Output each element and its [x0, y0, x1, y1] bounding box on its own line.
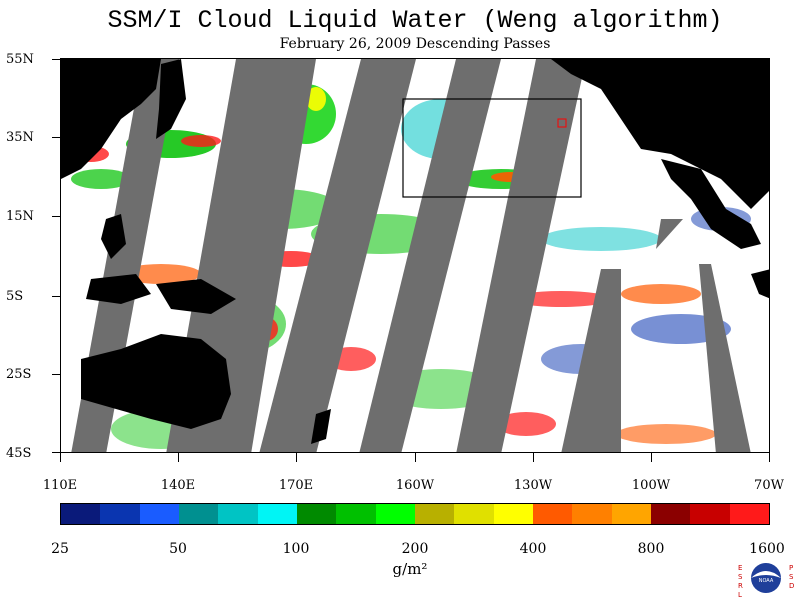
lon-label-100w: 100W [631, 478, 671, 493]
noaa-esrl-psd-logo: E S R L NOAA P S D [735, 556, 797, 600]
logo-letter-s: S [738, 573, 743, 581]
lat-label-5s: 5S [6, 289, 24, 304]
lat-tick [52, 296, 60, 297]
colorbar-cell-9 [414, 504, 455, 524]
logo-letter-l: L [738, 591, 742, 599]
lon-tick [60, 453, 61, 462]
colorbar-cell-5 [257, 504, 297, 524]
logo-noaa-text: NOAA [759, 578, 774, 584]
logo-letter-d: D [789, 582, 794, 590]
lat-label-35n: 35N [6, 130, 34, 145]
lat-tick [52, 374, 60, 375]
map-subtitle: February 26, 2009 Descending Passes [279, 36, 551, 52]
colorbar-cell-3 [178, 504, 219, 524]
map-plot-area [60, 58, 770, 453]
colorbar-cell-0 [61, 504, 101, 524]
logo-letter-r: R [738, 582, 743, 590]
lon-label-140e: 140E [160, 478, 196, 493]
lon-tick [651, 453, 652, 462]
lat-tick [52, 59, 60, 60]
lon-label-110e: 110E [42, 478, 78, 493]
colorbar-label-800: 800 [637, 541, 665, 557]
land-masses [61, 59, 769, 444]
colorbar-cell-6 [296, 504, 337, 524]
lon-label-70w: 70W [754, 478, 784, 493]
colorbar-label-100: 100 [282, 541, 310, 557]
lat-tick [52, 452, 60, 453]
noaa-emblem-icon [751, 563, 781, 593]
lon-tick [415, 453, 416, 462]
colorbar-cell-4 [218, 504, 258, 524]
lat-label-25s: 25S [6, 367, 32, 382]
colorbar-cell-8 [375, 504, 415, 524]
colorbar-cell-12 [532, 504, 573, 524]
lon-tick [178, 453, 179, 462]
colorbar-label-200: 200 [401, 541, 429, 557]
lon-label-130w: 130W [513, 478, 553, 493]
colorbar [60, 503, 770, 525]
colorbar-label-1600: 1600 [749, 541, 785, 557]
colorbar-cell-10 [454, 504, 494, 524]
lon-label-160w: 160W [395, 478, 435, 493]
colorbar-cell-15 [650, 504, 691, 524]
colorbar-cell-2 [139, 504, 179, 524]
colorbar-cell-7 [336, 504, 376, 524]
colorbar-cell-11 [493, 504, 533, 524]
lat-label-15n: 15N [6, 209, 34, 224]
colorbar-cell-16 [690, 504, 730, 524]
colorbar-label-400: 400 [519, 541, 547, 557]
logo-letter-e: E [738, 564, 742, 572]
lon-tick [296, 453, 297, 462]
lat-tick [52, 216, 60, 217]
colorbar-cell-14 [611, 504, 651, 524]
lon-tick [533, 453, 534, 462]
swath-gaps [71, 59, 751, 452]
logo-letter-s2: S [789, 573, 794, 581]
lat-label-55n: 55N [6, 52, 34, 67]
region-box [402, 98, 582, 198]
lon-tick [769, 453, 770, 462]
colorbar-cell-13 [572, 504, 612, 524]
map-title: SSM/I Cloud Liquid Water (Weng algorithm… [107, 6, 723, 35]
logo-letter-p: P [789, 564, 793, 572]
map-svg [61, 59, 769, 452]
marker-square [557, 118, 567, 128]
lat-label-45s: 45S [6, 446, 32, 461]
colorbar-label-50: 50 [169, 541, 187, 557]
lat-tick [52, 137, 60, 138]
lon-label-170e: 170E [278, 478, 314, 493]
colorbar-cell-1 [100, 504, 140, 524]
colorbar-unit: g/m² [392, 560, 428, 578]
colorbar-label-25: 25 [51, 541, 69, 557]
colorbar-cell-17 [729, 504, 769, 524]
